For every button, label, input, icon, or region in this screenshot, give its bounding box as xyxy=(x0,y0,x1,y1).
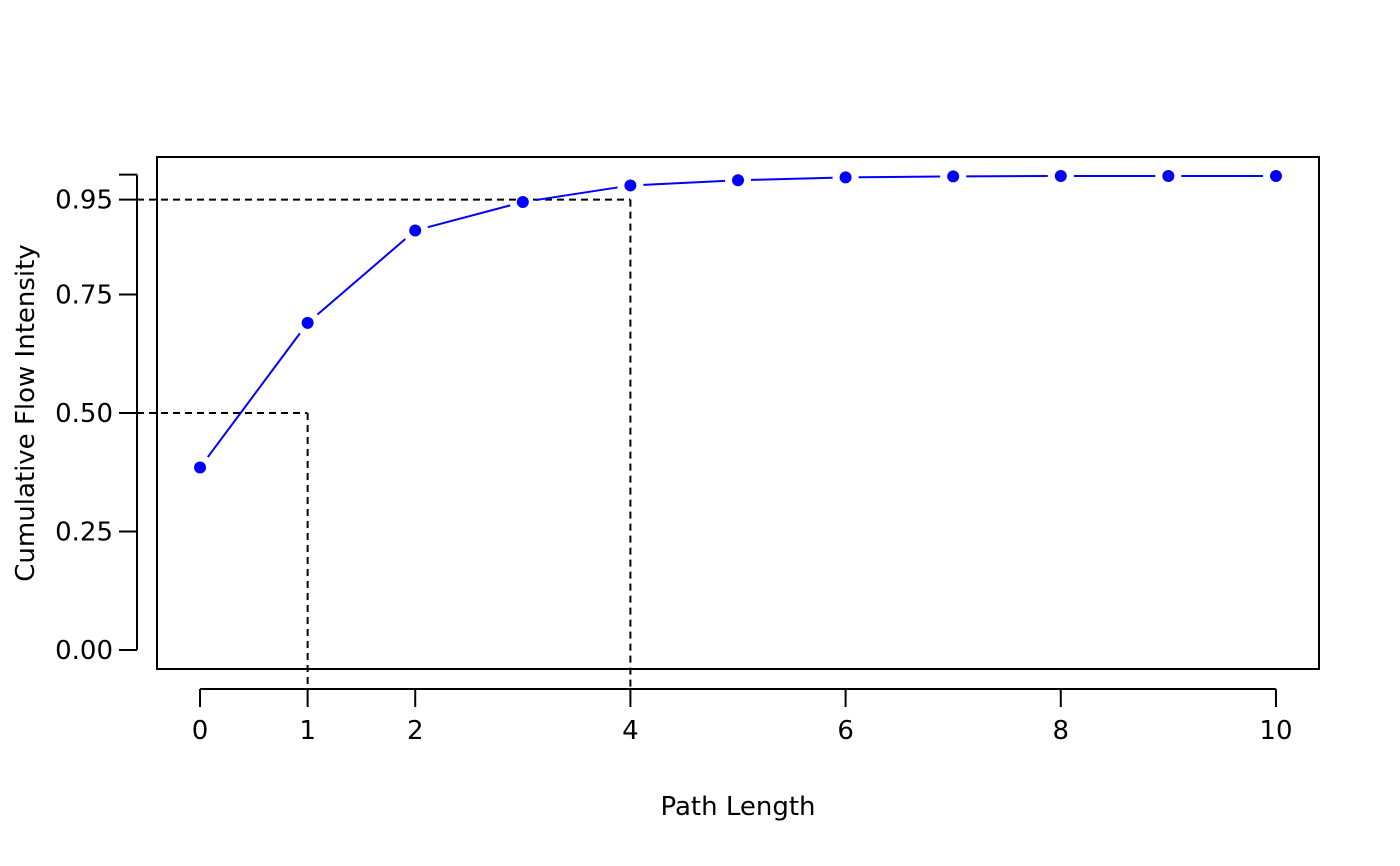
data-point-8 xyxy=(1054,169,1067,182)
series-0-segment-0 xyxy=(206,332,301,458)
y-axis: 0.00 0.25 0.50 0.75 0.95 xyxy=(55,173,138,666)
data-point-6 xyxy=(839,171,852,184)
x-tick-label-2: 2 xyxy=(407,716,424,746)
y-tick-label-3: 0.75 xyxy=(55,280,113,310)
data-point-1 xyxy=(301,316,314,329)
series-0-segment-1 xyxy=(316,238,407,316)
data-point-0 xyxy=(194,461,207,474)
series-0-segment-6 xyxy=(858,175,941,179)
x-tick-label-3: 4 xyxy=(622,716,639,746)
data-point-5 xyxy=(732,174,744,187)
data-point-4 xyxy=(624,179,637,192)
data-point-9 xyxy=(1162,169,1175,182)
x-axis: 0 1 2 4 6 8 10 xyxy=(192,688,1293,746)
y-tick-label-2: 0.50 xyxy=(55,399,113,429)
x-tick-label-0: 0 xyxy=(192,716,209,746)
y-axis-title: Cumulative Flow Intensity xyxy=(11,244,41,581)
data-point-2 xyxy=(409,224,422,237)
y-tick-label-1: 0.25 xyxy=(55,518,113,548)
y-tick-label-4: 0.95 xyxy=(55,186,113,216)
series-0-segment-4 xyxy=(643,179,726,186)
x-tick-label-4: 6 xyxy=(837,716,854,746)
data-point-10 xyxy=(1269,169,1282,182)
series-0-segment-2 xyxy=(427,204,511,229)
plot-layer xyxy=(137,156,1320,689)
x-tick-label-6: 10 xyxy=(1259,716,1292,746)
y-tick-label-0: 0.00 xyxy=(55,636,113,666)
plot-frame xyxy=(156,156,1320,670)
x-tick-label-1: 1 xyxy=(299,716,316,746)
data-point-7 xyxy=(947,170,960,183)
data-point-3 xyxy=(516,196,529,209)
x-axis-title: Path Length xyxy=(660,792,815,822)
series-0-segment-5 xyxy=(750,176,833,181)
series-0-segment-3 xyxy=(535,186,618,202)
x-tick-label-5: 8 xyxy=(1053,716,1070,746)
